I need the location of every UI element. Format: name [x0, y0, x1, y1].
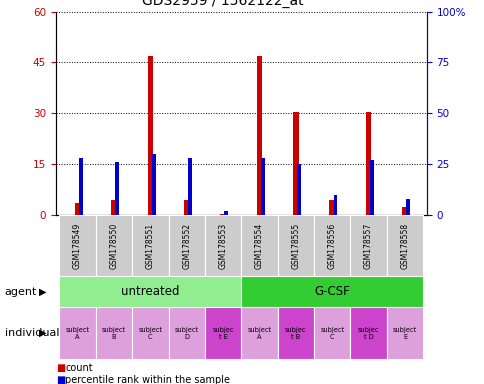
Text: subject
B: subject B	[102, 327, 126, 339]
Text: subjec
t E: subjec t E	[212, 327, 233, 339]
Text: subject
A: subject A	[247, 327, 271, 339]
Text: ■: ■	[56, 363, 65, 373]
Bar	[111, 200, 117, 215]
Bar	[386, 307, 422, 359]
Text: subjec
t B: subjec t B	[285, 327, 306, 339]
Bar	[95, 215, 132, 276]
Bar	[292, 112, 298, 215]
Text: GSM178554: GSM178554	[255, 223, 263, 269]
Bar	[241, 215, 277, 276]
Bar	[115, 162, 119, 215]
Bar	[75, 203, 80, 215]
Text: G-CSF: G-CSF	[314, 285, 349, 298]
Text: GSM178551: GSM178551	[146, 223, 154, 269]
Bar	[349, 307, 386, 359]
Text: percentile rank within the sample: percentile rank within the sample	[65, 375, 230, 384]
Bar	[256, 56, 262, 215]
Bar	[386, 215, 422, 276]
Bar	[183, 200, 189, 215]
Bar	[260, 158, 264, 215]
Bar	[329, 200, 334, 215]
Bar	[297, 164, 301, 215]
Bar	[151, 154, 155, 215]
Text: subject
C: subject C	[138, 327, 162, 339]
Bar	[277, 307, 314, 359]
Title: GDS2959 / 1562122_at: GDS2959 / 1562122_at	[142, 0, 303, 8]
Text: individual: individual	[5, 328, 59, 338]
Bar	[369, 160, 373, 215]
Text: ■: ■	[56, 375, 65, 384]
Text: ▶: ▶	[39, 287, 46, 297]
Text: subject
E: subject E	[392, 327, 416, 339]
Text: untreated: untreated	[121, 285, 179, 298]
Bar	[277, 215, 314, 276]
Text: GSM178549: GSM178549	[73, 223, 82, 269]
Bar	[204, 307, 241, 359]
Bar	[147, 56, 153, 215]
Bar	[59, 215, 95, 276]
Bar	[349, 215, 386, 276]
Bar	[365, 112, 371, 215]
Bar	[95, 307, 132, 359]
Bar	[132, 307, 168, 359]
Bar	[241, 276, 422, 307]
Bar	[314, 307, 349, 359]
Bar	[333, 195, 337, 215]
Text: ▶: ▶	[39, 328, 46, 338]
Text: subjec
t D: subjec t D	[357, 327, 378, 339]
Text: subject
D: subject D	[174, 327, 198, 339]
Text: GSM178557: GSM178557	[363, 223, 372, 269]
Bar	[401, 207, 407, 215]
Bar	[204, 215, 241, 276]
Text: GSM178555: GSM178555	[291, 223, 300, 269]
Text: subject
C: subject C	[319, 327, 344, 339]
Bar	[59, 276, 241, 307]
Text: GSM178550: GSM178550	[109, 223, 118, 269]
Bar	[168, 215, 204, 276]
Bar	[241, 307, 277, 359]
Bar	[314, 215, 349, 276]
Bar	[59, 307, 95, 359]
Text: GSM178556: GSM178556	[327, 223, 336, 269]
Bar	[188, 158, 192, 215]
Bar	[79, 158, 83, 215]
Bar	[168, 307, 204, 359]
Text: GSM178558: GSM178558	[400, 223, 408, 269]
Bar	[224, 211, 228, 215]
Text: GSM178552: GSM178552	[182, 223, 191, 269]
Bar	[132, 215, 168, 276]
Text: subject
A: subject A	[65, 327, 90, 339]
Text: count: count	[65, 363, 93, 373]
Text: GSM178553: GSM178553	[218, 223, 227, 269]
Bar	[406, 199, 409, 215]
Text: agent: agent	[5, 287, 37, 297]
Bar	[220, 214, 226, 215]
